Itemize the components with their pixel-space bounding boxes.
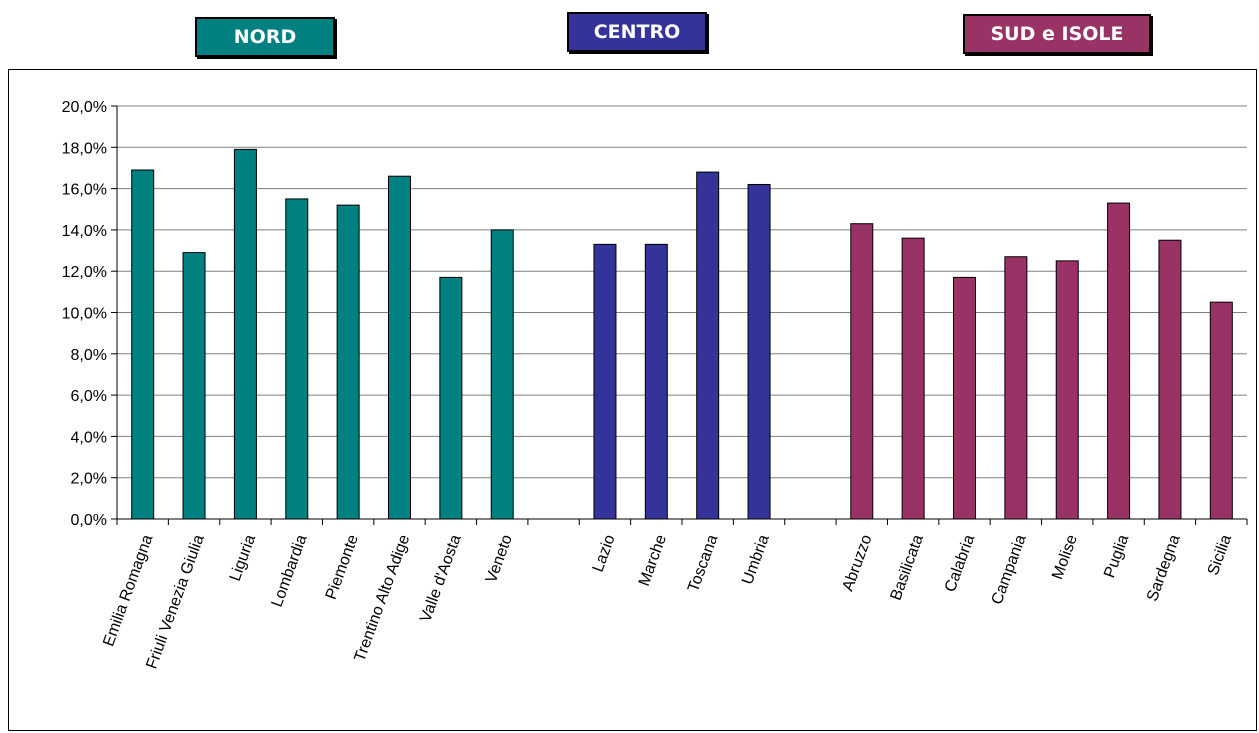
category-label: Lombardia <box>269 532 311 609</box>
category-label: Sardegna <box>1144 532 1184 603</box>
category-label: Toscana <box>685 532 721 594</box>
bar-lazio <box>593 243 617 520</box>
category-label: Liguria <box>227 532 259 583</box>
y-tick-label: 10,0% <box>62 306 107 323</box>
bar-puglia <box>1107 202 1131 520</box>
category-label: Piemonte <box>323 532 362 601</box>
bar-veneto <box>490 229 514 520</box>
category-label: Lazio <box>590 532 619 574</box>
region-label-nord: NORD <box>195 17 335 57</box>
bar-chart: 0,0% 2,0% 4,0% 6,0% 8,0% 10,0% 12,0% 14,0% 16,0%… <box>62 99 1248 671</box>
category-label: Umbria <box>739 532 773 586</box>
y-tick-label: 20,0% <box>62 99 107 116</box>
y-tick-label: 14,0% <box>62 223 107 240</box>
category-label: Calabria <box>942 532 978 594</box>
bar-friuli-venezia-giulia <box>182 252 206 520</box>
bar-abruzzo <box>850 223 874 520</box>
bar-molise <box>1055 260 1079 520</box>
bar-marche <box>644 243 668 520</box>
chart-frame: 0,0% 2,0% 4,0% 6,0% 8,0% 10,0% 12,0% 14,0% 16,0%… <box>8 69 1257 731</box>
bar-valle-d-aosta <box>439 276 463 520</box>
y-tick-label: 18,0% <box>62 140 107 157</box>
category-label: Puglia <box>1101 532 1132 580</box>
bar-calabria <box>953 276 976 520</box>
category-label: Basilicata <box>887 532 926 602</box>
bar-emilia-romagna <box>131 169 155 520</box>
region-label-centro: CENTRO <box>567 12 707 52</box>
bar-basilicata <box>901 237 925 520</box>
bar-sicilia <box>1209 301 1233 520</box>
y-tick-label: 8,0% <box>71 347 107 364</box>
category-label: Valle d'Aosta <box>417 532 464 624</box>
bar-campania <box>1004 256 1028 520</box>
bar-umbria <box>747 183 771 520</box>
bar-piemonte <box>336 204 360 520</box>
category-label: Friuli Venezia Giulia <box>143 532 207 671</box>
category-label: Molise <box>1049 532 1081 581</box>
bar-sardegna <box>1158 239 1182 520</box>
y-tick-labels: 0,0% 2,0% 4,0% 6,0% 8,0% 10,0% 12,0% 14,0% 16,0%… <box>62 99 107 529</box>
category-label: Veneto <box>483 532 516 585</box>
category-label: Sicilia <box>1205 532 1235 577</box>
category-label: Campania <box>989 532 1030 606</box>
category-label: Abruzzo <box>839 532 875 593</box>
bar-toscana <box>696 171 720 520</box>
region-label-sud: SUD e ISOLE <box>963 14 1151 54</box>
category-label: Emilia Romagna <box>100 532 156 648</box>
bar-liguria <box>233 148 257 520</box>
y-tick-label: 6,0% <box>71 388 107 405</box>
bars <box>131 148 1233 520</box>
y-tick-label: 4,0% <box>71 429 107 446</box>
bar-lombardia <box>285 198 309 520</box>
y-tick-label: 0,0% <box>71 512 107 529</box>
y-tick-label: 16,0% <box>62 182 107 199</box>
y-tick-label: 2,0% <box>71 471 107 488</box>
bar-trentino-alto-adige <box>388 175 411 520</box>
category-label: Trentino Alto Adige <box>352 532 414 664</box>
category-label: Marche <box>636 532 670 588</box>
y-tick-label: 12,0% <box>62 264 107 281</box>
